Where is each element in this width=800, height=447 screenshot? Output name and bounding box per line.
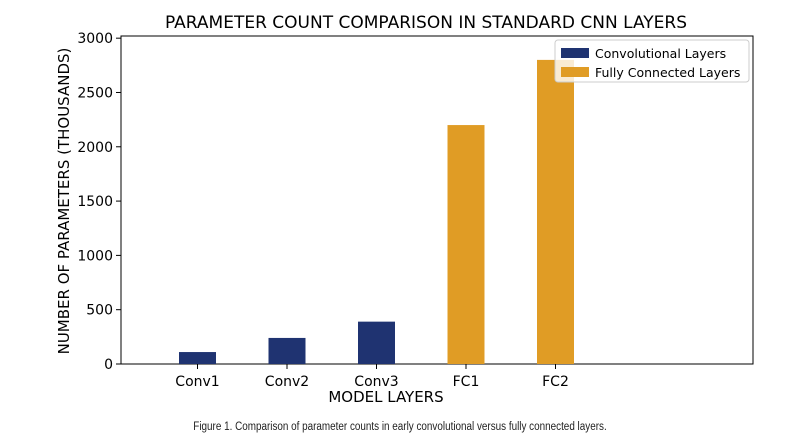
legend-box — [554, 39, 750, 83]
legend-label-1: Convolutional Layers — [595, 46, 726, 61]
x-axis-label: MODEL LAYERS — [328, 388, 443, 406]
x-tick-label-conv3: Conv3 — [354, 374, 398, 390]
y-tick-label-3000: 3000 — [77, 31, 113, 47]
y-tick-label-0: 0 — [104, 357, 113, 373]
y-tick-label-1500: 1500 — [77, 194, 113, 210]
plot-area — [120, 35, 754, 365]
legend-swatch-2 — [561, 67, 589, 77]
bars — [179, 59, 574, 364]
x-tick-label-conv2: Conv2 — [265, 374, 309, 390]
bar-conv2 — [268, 337, 306, 364]
bar-fc2 — [537, 59, 574, 364]
x-tick-label-fc1: FC1 — [453, 374, 480, 390]
x-tick-label-fc2: FC2 — [542, 374, 569, 390]
y-axis: 0 500 1000 1500 2000 2500 3000 — [77, 31, 121, 373]
y-tick-label-1000: 1000 — [77, 248, 113, 264]
chart-title: PARAMETER COUNT COMPARISON IN STANDARD C… — [165, 13, 687, 33]
y-tick-label-2000: 2000 — [77, 140, 113, 156]
bar-fc1 — [447, 125, 485, 364]
legend: Convolutional Layers Fully Connected Laye… — [554, 39, 750, 83]
x-axis: Conv1 Conv2 Conv3 FC1 FC2 — [175, 364, 569, 390]
y-tick-label-2500: 2500 — [77, 85, 113, 101]
y-tick-label-500: 500 — [86, 303, 113, 319]
bar-conv3 — [358, 321, 395, 364]
legend-swatch-1 — [561, 48, 589, 58]
figure-caption: Figure 1. Comparison of parameter counts… — [193, 421, 607, 433]
x-tick-label-conv1: Conv1 — [175, 374, 219, 390]
y-axis-label: NUMBER OF PARAMETERS (THOUSANDS) — [55, 48, 73, 355]
legend-label-2: Fully Connected Layers — [595, 65, 740, 80]
bar-conv1 — [179, 352, 216, 364]
plot-frame — [120, 35, 754, 365]
